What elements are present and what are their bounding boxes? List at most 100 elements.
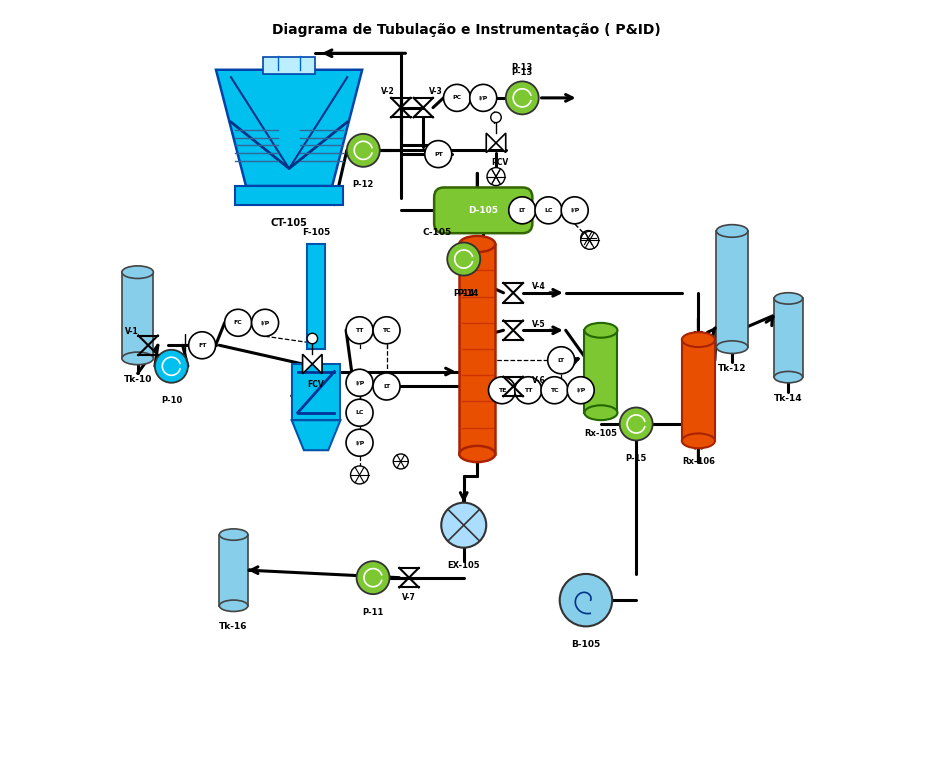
Polygon shape xyxy=(292,420,340,450)
Circle shape xyxy=(514,377,541,404)
Circle shape xyxy=(357,561,390,594)
Circle shape xyxy=(470,84,497,111)
Text: B-105: B-105 xyxy=(571,640,600,649)
Ellipse shape xyxy=(219,529,248,540)
Text: LT: LT xyxy=(557,358,565,363)
Text: P-13: P-13 xyxy=(512,64,533,72)
Circle shape xyxy=(346,317,373,344)
Text: Rx-106: Rx-106 xyxy=(682,457,715,466)
Circle shape xyxy=(509,197,536,224)
Circle shape xyxy=(225,309,252,337)
Circle shape xyxy=(620,408,652,440)
Polygon shape xyxy=(487,133,496,152)
Circle shape xyxy=(560,574,612,626)
Circle shape xyxy=(561,197,588,224)
Circle shape xyxy=(487,168,505,186)
Circle shape xyxy=(373,317,400,344)
Circle shape xyxy=(425,140,452,168)
Text: V-7: V-7 xyxy=(402,593,416,602)
Circle shape xyxy=(252,309,279,337)
Text: CT-105: CT-105 xyxy=(270,218,308,228)
Text: TT: TT xyxy=(355,327,363,333)
Bar xyxy=(774,299,802,377)
Circle shape xyxy=(541,377,568,404)
Text: V-4: V-4 xyxy=(532,282,546,291)
Circle shape xyxy=(444,84,471,111)
Text: V-1: V-1 xyxy=(125,327,139,337)
Text: TC: TC xyxy=(382,327,391,333)
Text: I/P: I/P xyxy=(355,381,364,385)
Bar xyxy=(459,244,495,454)
Text: D-105: D-105 xyxy=(468,206,499,215)
Text: V-6: V-6 xyxy=(532,376,546,385)
Polygon shape xyxy=(216,70,363,186)
Text: Rx-105: Rx-105 xyxy=(584,429,617,438)
Text: PCV: PCV xyxy=(491,158,508,167)
Bar xyxy=(235,186,343,205)
Bar xyxy=(263,57,315,74)
Text: LT: LT xyxy=(519,208,526,213)
Bar xyxy=(219,534,248,606)
Polygon shape xyxy=(303,354,312,374)
Circle shape xyxy=(307,334,318,344)
FancyBboxPatch shape xyxy=(434,187,532,233)
Text: P-15: P-15 xyxy=(625,454,647,463)
Circle shape xyxy=(506,81,539,114)
Circle shape xyxy=(347,134,379,167)
Bar xyxy=(584,330,617,413)
Ellipse shape xyxy=(682,434,715,448)
Text: TE: TE xyxy=(498,388,506,393)
Ellipse shape xyxy=(219,600,248,612)
Text: P-14: P-14 xyxy=(453,289,474,298)
Ellipse shape xyxy=(717,341,747,353)
Bar xyxy=(122,272,154,359)
Text: Diagrama de Tubulação e Instrumentação ( P&ID): Diagrama de Tubulação e Instrumentação (… xyxy=(271,23,661,37)
Text: I/P: I/P xyxy=(260,321,269,325)
Ellipse shape xyxy=(717,224,747,237)
Text: TT: TT xyxy=(524,388,532,393)
Circle shape xyxy=(350,466,368,484)
Text: V-3: V-3 xyxy=(429,87,443,96)
Text: LT: LT xyxy=(383,384,391,389)
Text: I/P: I/P xyxy=(479,96,487,100)
Text: F-105: F-105 xyxy=(302,227,330,236)
Text: P-12: P-12 xyxy=(352,180,374,190)
Circle shape xyxy=(393,454,408,469)
Ellipse shape xyxy=(682,332,715,347)
Text: P-14: P-14 xyxy=(457,289,478,298)
Text: Tk-16: Tk-16 xyxy=(219,622,248,631)
Circle shape xyxy=(346,429,373,456)
Text: FC: FC xyxy=(234,321,242,325)
Text: P-13: P-13 xyxy=(512,68,533,77)
Circle shape xyxy=(488,169,503,184)
Circle shape xyxy=(488,377,515,404)
Text: Tk-12: Tk-12 xyxy=(718,364,747,373)
Text: PT: PT xyxy=(434,152,443,157)
Polygon shape xyxy=(312,354,322,374)
Circle shape xyxy=(346,399,373,426)
Bar xyxy=(307,244,325,349)
Text: Tk-14: Tk-14 xyxy=(774,393,802,402)
Ellipse shape xyxy=(774,371,802,383)
Text: I/P: I/P xyxy=(355,440,364,445)
Ellipse shape xyxy=(459,236,495,252)
Circle shape xyxy=(548,346,575,374)
Circle shape xyxy=(581,231,598,249)
Circle shape xyxy=(346,369,373,396)
Text: V-2: V-2 xyxy=(381,87,395,96)
Circle shape xyxy=(581,230,596,246)
Text: V-5: V-5 xyxy=(532,320,545,329)
Ellipse shape xyxy=(122,266,154,278)
Circle shape xyxy=(155,349,188,383)
Text: LC: LC xyxy=(355,410,363,415)
Ellipse shape xyxy=(584,406,617,420)
Circle shape xyxy=(535,197,562,224)
Text: P-10: P-10 xyxy=(160,396,182,406)
Text: I/P: I/P xyxy=(570,208,580,213)
Ellipse shape xyxy=(122,352,154,365)
Text: PC: PC xyxy=(452,96,461,100)
Text: LC: LC xyxy=(544,208,553,213)
Ellipse shape xyxy=(459,446,495,462)
Text: C-105: C-105 xyxy=(422,227,452,236)
Text: FT: FT xyxy=(198,343,206,348)
